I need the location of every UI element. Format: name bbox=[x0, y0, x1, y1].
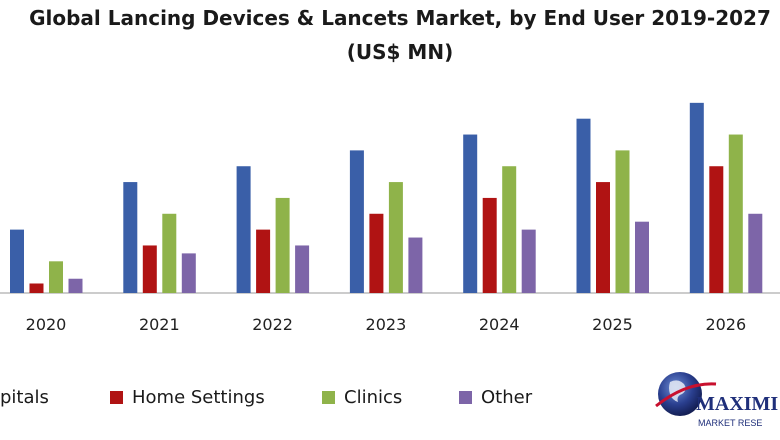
bar-home-settings-2020 bbox=[29, 283, 44, 293]
bar-home-settings-2022 bbox=[256, 229, 271, 293]
bar-home-settings-2026 bbox=[709, 166, 724, 293]
legend-item-other: Other bbox=[459, 386, 532, 408]
bar-other-2024 bbox=[521, 229, 536, 293]
bar-other-2021 bbox=[181, 253, 196, 293]
x-tick-label-2025: 2025 bbox=[592, 315, 633, 334]
logo-text: MAXIMI bbox=[696, 393, 778, 415]
legend-item-home-settings: Home Settings bbox=[110, 386, 265, 408]
bar-other-2022 bbox=[295, 245, 310, 293]
legend-swatch-home-settings bbox=[110, 390, 123, 404]
bar-clinics-2025 bbox=[615, 150, 630, 293]
bar-hospitals-2023 bbox=[349, 150, 364, 293]
legend-label-home-settings: Home Settings bbox=[132, 386, 265, 408]
bar-home-settings-2023 bbox=[369, 213, 384, 293]
bar-clinics-2021 bbox=[162, 213, 177, 293]
bar-home-settings-2025 bbox=[596, 182, 610, 293]
legend-item-clinics: Clinics bbox=[322, 386, 402, 408]
legend-label-other: Other bbox=[481, 386, 533, 408]
bar-home-settings-2021 bbox=[142, 245, 157, 293]
legend-label-hospitals: pitals bbox=[0, 386, 49, 408]
x-tick-label-2022: 2022 bbox=[252, 315, 293, 334]
x-tick-label-2024: 2024 bbox=[479, 315, 520, 334]
legend-swatch-other bbox=[459, 390, 472, 404]
bar-clinics-2023 bbox=[388, 182, 403, 293]
bar-hospitals-2024 bbox=[463, 134, 478, 293]
bar-other-2026 bbox=[748, 213, 763, 293]
logo-subtext: MARKET RESE bbox=[698, 418, 762, 428]
bar-other-2020 bbox=[68, 278, 83, 293]
bar-hospitals-2022 bbox=[236, 166, 251, 293]
company-logo: MAXIMI MARKET RESE bbox=[655, 372, 778, 428]
chart-title-line2: (US$ MN) bbox=[346, 40, 454, 64]
bar-clinics-2020 bbox=[49, 261, 63, 293]
x-tick-label-2020: 2020 bbox=[26, 315, 67, 334]
x-tick-label-2023: 2023 bbox=[366, 315, 407, 334]
legend-label-clinics: Clinics bbox=[344, 386, 403, 408]
bar-home-settings-2024 bbox=[482, 197, 497, 293]
x-tick-label-2026: 2026 bbox=[705, 315, 746, 334]
chart-title-line1: Global Lancing Devices & Lancets Market,… bbox=[29, 6, 771, 30]
bar-clinics-2026 bbox=[728, 134, 743, 293]
bar-hospitals-2020 bbox=[10, 229, 24, 293]
bar-clinics-2022 bbox=[275, 197, 290, 293]
bar-clinics-2024 bbox=[502, 166, 517, 293]
x-tick-label-2021: 2021 bbox=[139, 315, 180, 334]
bar-hospitals-2026 bbox=[689, 102, 704, 293]
legend-item-hospitals: pitals bbox=[0, 386, 49, 408]
legend-swatch-clinics bbox=[322, 390, 335, 404]
bar-hospitals-2025 bbox=[576, 118, 591, 293]
bar-other-2025 bbox=[635, 221, 649, 293]
bar-other-2023 bbox=[408, 237, 423, 293]
bar-hospitals-2021 bbox=[123, 182, 138, 293]
